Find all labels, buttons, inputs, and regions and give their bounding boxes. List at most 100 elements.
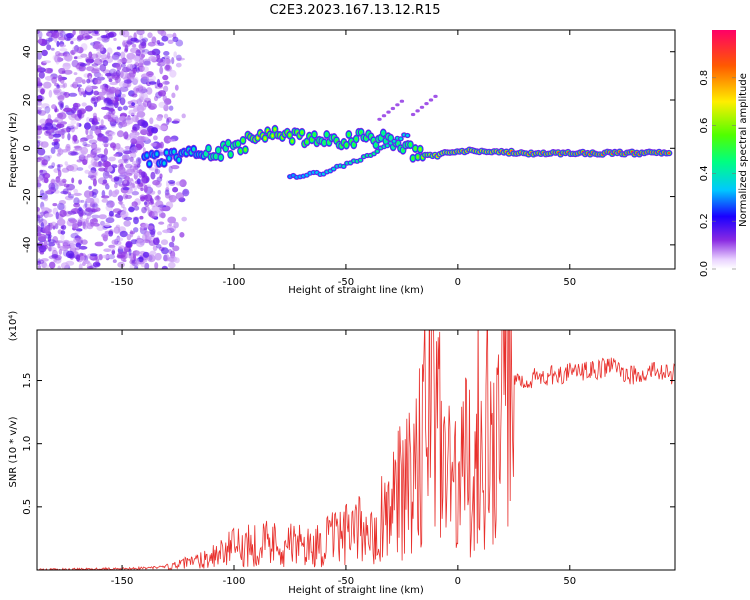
noise-speck (82, 221, 86, 230)
noise-speck (175, 62, 182, 68)
noise-speck (90, 150, 97, 158)
noise-speck (123, 79, 133, 84)
noise-speck (167, 138, 176, 142)
branch-mark (372, 152, 376, 156)
ridge-mark (205, 152, 207, 156)
noise-speck (57, 30, 64, 34)
noise-speck (147, 225, 154, 230)
noise-speck (116, 130, 125, 138)
noise-speck (169, 69, 177, 78)
noise-speck (163, 113, 169, 119)
noise-speck (172, 186, 179, 193)
noise-speck (135, 115, 139, 123)
noise-speck (123, 131, 129, 140)
noise-speck (125, 169, 131, 174)
noise-speck (55, 176, 61, 183)
ridge-mark (419, 147, 422, 151)
noise-speck (106, 102, 115, 107)
noise-speck (168, 180, 176, 184)
bottom-x-ticks: -150 -100 -50 0 50 (111, 330, 576, 587)
noise-speck (165, 58, 171, 64)
noise-speck (101, 198, 109, 203)
noise-speck (136, 111, 146, 118)
noise-speck (57, 169, 62, 178)
bottom-x-tick-label: -50 (338, 576, 354, 587)
noise-speck (37, 124, 42, 129)
noise-speck (174, 84, 179, 91)
noise-speck (108, 244, 116, 249)
noise-speck (43, 81, 52, 89)
noise-speck (60, 128, 70, 133)
noise-speck (157, 231, 162, 236)
noise-speck (153, 124, 160, 128)
noise-speck (37, 225, 41, 232)
noise-speck (39, 118, 47, 125)
noise-speck (133, 251, 143, 257)
noise-speck (73, 72, 78, 76)
noise-speck (161, 265, 168, 269)
noise-speck (122, 259, 127, 263)
noise-speck (39, 193, 48, 200)
noise-speck (92, 178, 97, 187)
noise-speck (41, 103, 50, 109)
top-x-axis-label: Height of straight line (km) (288, 285, 424, 296)
noise-speck (108, 156, 116, 162)
noise-speck (135, 239, 145, 248)
colorbar-label: Normalized spectral amplitude (738, 73, 749, 227)
noise-speck (111, 54, 120, 60)
noise-speck (73, 102, 79, 111)
branch-mark (399, 137, 403, 141)
noise-speck (108, 174, 113, 179)
noise-speck (115, 69, 121, 77)
noise-speck (105, 204, 113, 212)
noise-speck (56, 94, 66, 100)
noise-speck (132, 123, 140, 131)
noise-speck (149, 250, 157, 255)
noise-speck (63, 107, 73, 113)
noise-speck (117, 251, 126, 258)
noise-speck (170, 165, 180, 170)
noise-speck (119, 201, 123, 206)
noise-speck (68, 92, 78, 97)
ridge-mark (145, 154, 148, 157)
ridge-mark (379, 136, 382, 140)
noise-speck (73, 80, 80, 85)
ridge-mark (301, 131, 303, 134)
colorbar-tick-label: 0.2 (699, 213, 710, 229)
noise-speck (144, 262, 150, 269)
noise-speck (115, 96, 119, 103)
noise-speck (54, 256, 62, 264)
noise-speck (69, 164, 79, 172)
noise-speck (131, 160, 140, 166)
noise-speck (81, 33, 91, 41)
noise-speck (77, 34, 84, 41)
noise-speck (51, 76, 58, 84)
noise-speck (112, 259, 117, 263)
noise-speck (41, 206, 46, 213)
noise-speck (47, 247, 57, 252)
noise-speck (167, 223, 172, 231)
noise-speck (156, 58, 164, 63)
noise-speck (122, 149, 131, 155)
noise-speck (61, 178, 67, 183)
noise-speck (168, 241, 175, 248)
noise-speck (48, 245, 52, 252)
noise-speck (54, 178, 64, 184)
ridge-mark (409, 143, 412, 146)
noise-speck (55, 51, 61, 57)
noise-speck (48, 165, 54, 169)
noise-speck (74, 230, 81, 235)
noise-speck (37, 233, 47, 242)
noise-speck (142, 51, 147, 56)
noise-speck (63, 69, 73, 75)
noise-speck (59, 48, 68, 52)
noise-speck (103, 143, 109, 148)
noise-speck (98, 74, 103, 78)
noise-speck (41, 49, 48, 57)
noise-speck (148, 201, 154, 205)
noise-speck (48, 89, 53, 98)
noise-speck (131, 54, 137, 60)
noise-speck (107, 31, 117, 38)
branch-mark (342, 165, 346, 168)
